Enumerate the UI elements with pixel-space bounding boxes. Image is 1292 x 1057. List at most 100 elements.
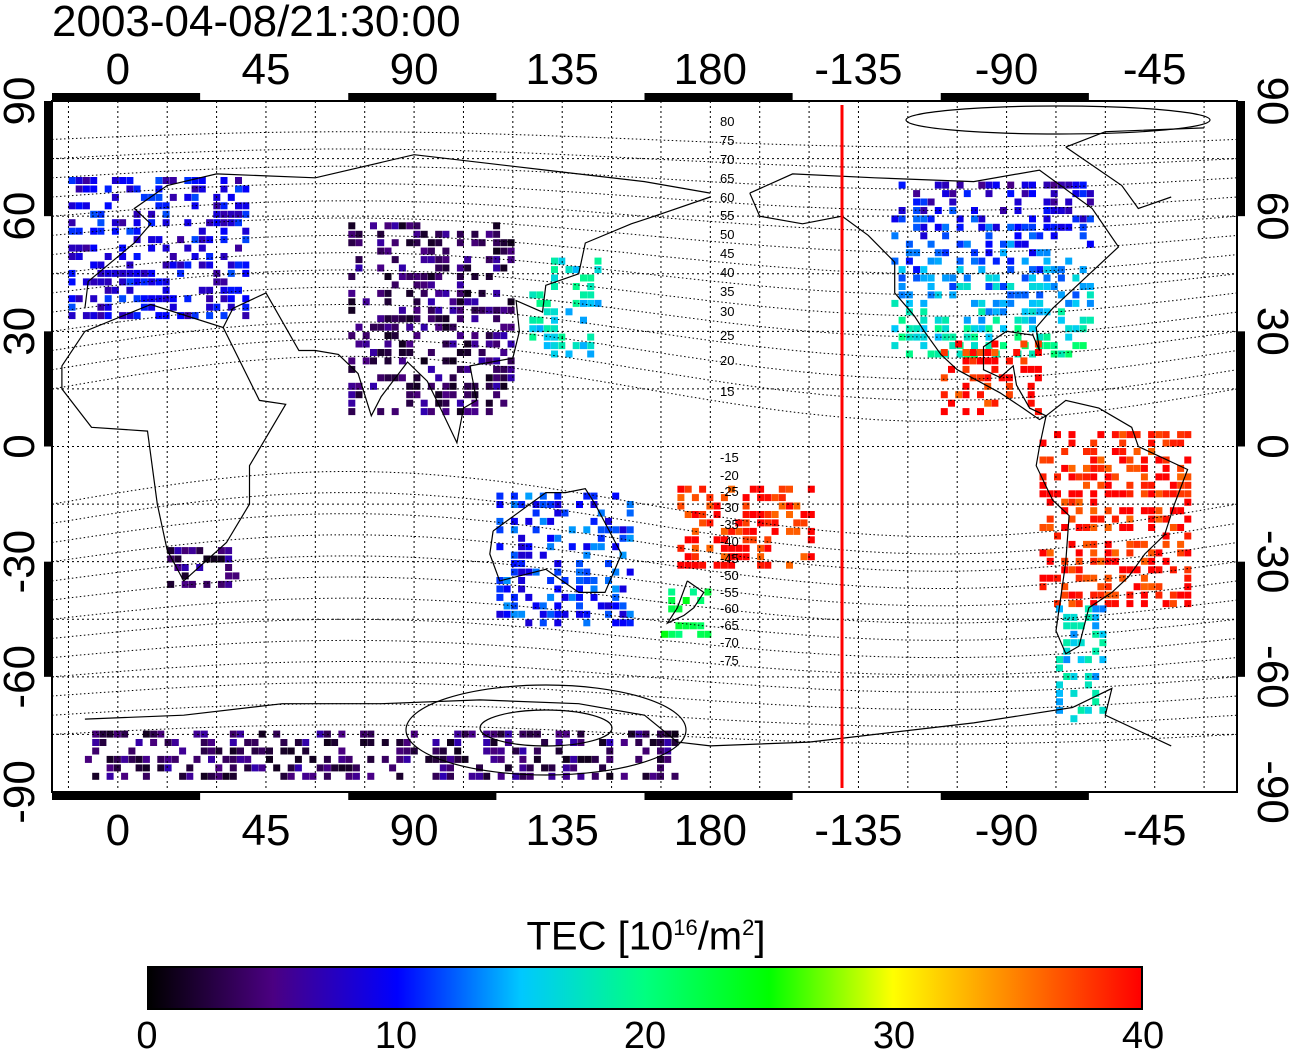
tec-cell [396,772,404,780]
tec-cell [461,755,469,763]
tec-cell [377,264,385,272]
tec-cell [133,253,141,260]
tec-cell [1054,532,1061,540]
tec-cell [991,399,999,407]
tec-cell [1097,591,1105,599]
tec-cell [1119,574,1127,582]
tec-cell [384,374,392,382]
tec-cell [111,219,119,227]
tec-cell [396,739,404,746]
tec-cell [220,177,228,184]
tec-cell [891,232,899,240]
tec-cell [442,247,450,255]
frame-segment [348,93,497,101]
tec-cell [456,230,464,238]
tec-cell [1072,190,1080,198]
tec-cell [1043,215,1051,223]
tec-cell [580,299,587,307]
tec-cell [442,264,450,272]
tec-cell [962,349,970,356]
tec-cell [377,349,385,356]
tec-cell [504,764,512,772]
tec-cell [927,215,935,223]
tec-cell [413,382,421,390]
frame-segment [644,93,793,101]
tec-cell [454,755,462,763]
tec-cell [898,316,906,324]
tec-cell [1104,549,1112,557]
tec-cell [82,312,90,320]
tec-cell [435,256,443,264]
tec-cell [1039,481,1047,489]
tec-cell [668,588,676,596]
tec-cell [464,340,472,348]
tec-cell [580,342,587,350]
tec-cell [1056,689,1063,697]
tec-cell [1057,274,1065,282]
tec-cell [728,561,736,569]
tec-cell [971,342,978,350]
tec-cell [432,739,440,746]
tec-cell [338,730,346,738]
tec-cell [1169,566,1177,574]
tec-cell [940,391,948,399]
tec-cell [174,555,182,563]
tec-cell [532,509,540,517]
tec-cell [898,274,906,282]
tec-cell [485,374,493,382]
tec-cell [1140,464,1148,472]
tec-cell [225,555,233,563]
tec-cell [626,568,634,576]
tec-cell [398,222,406,230]
tec-cell [985,249,993,257]
tec-cell [198,286,206,294]
tec-cell [119,295,127,303]
tec-cell [526,730,534,738]
tec-cell [208,755,215,763]
tec-cell [971,299,978,307]
tec-cell [905,299,913,307]
tec-cell [471,408,479,416]
tec-cell [1126,481,1134,489]
tec-cell [963,240,971,248]
tec-cell [106,755,114,763]
tec-cell [355,340,363,348]
tec-cell [220,210,228,218]
tec-cell [927,350,935,358]
tec-cell [793,502,801,510]
tec-cell [512,747,520,755]
tec-cell [90,278,98,286]
tec-cell [302,739,310,746]
frame-segment [44,561,52,677]
tec-cell [198,177,206,184]
tec-cell [1007,223,1015,231]
tec-cell [381,739,389,746]
tec-cell [1021,240,1029,248]
tec-cell [948,365,955,373]
tec-cell [978,266,986,274]
tec-cell [948,399,955,407]
tec-cell [1162,557,1170,565]
frame-segment [644,792,793,800]
tec-cell [526,764,534,772]
tec-cell [1029,325,1036,333]
tec-cell [68,177,76,184]
map-frame [44,93,1245,800]
tec-cell [104,312,112,320]
tec-cell [1090,498,1098,506]
tec-cell [227,286,235,294]
tec-cell [471,273,479,280]
tec-cell [1083,574,1090,582]
tec-cell [1184,549,1192,557]
tec-cell [971,333,978,341]
tec-cell [1090,439,1098,447]
tec-cell [148,278,156,286]
tec-cell [1027,399,1035,407]
tec-cell [580,291,587,299]
tec-cell [626,610,634,618]
tec-cell [1099,639,1107,647]
tec-cell [302,747,310,755]
tec-cell [1000,342,1007,350]
tec-cell [682,597,690,604]
tec-cell [355,323,363,331]
